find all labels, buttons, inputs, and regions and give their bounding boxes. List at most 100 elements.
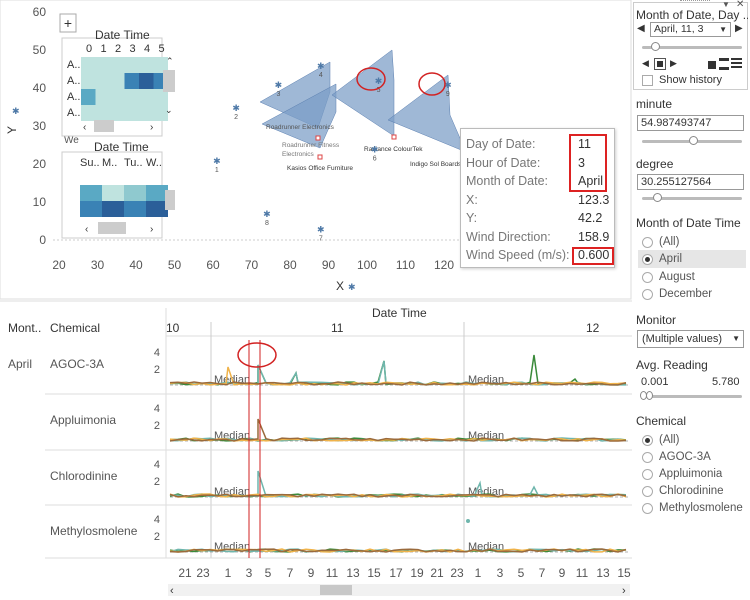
scrollbar-thumb[interactable] [165, 190, 175, 210]
heatmap-cell[interactable] [81, 105, 96, 121]
heatmap-cell[interactable] [81, 57, 96, 73]
minute-slider-knob[interactable] [689, 136, 698, 145]
scroll-up-icon[interactable]: ⌃ [166, 56, 174, 66]
heatmap-cell[interactable] [153, 105, 169, 121]
sensor-point[interactable]: ✱ [213, 156, 221, 166]
data-point[interactable] [466, 519, 470, 523]
scroll-down-icon[interactable]: ⌄ [165, 105, 173, 115]
heatmap-cell[interactable] [153, 57, 169, 73]
heatmap-cell[interactable] [124, 105, 140, 121]
heatmap-cell[interactable] [139, 89, 154, 105]
play-back-icon[interactable]: ◀ [642, 58, 649, 68]
chemical-series-line[interactable] [169, 366, 627, 386]
monitor-select[interactable]: (Multiple values) ▼ [637, 330, 744, 348]
month-slider-track[interactable] [642, 46, 742, 49]
avg-range-track[interactable] [642, 395, 742, 398]
heatmap-cell[interactable] [124, 89, 140, 105]
month-option-august[interactable]: August [642, 269, 695, 285]
chemical-series-line[interactable] [169, 493, 627, 498]
pin-icon[interactable]: ✱ [12, 106, 20, 116]
heatmap-cell[interactable] [124, 57, 140, 73]
chemical-series-line[interactable] [169, 548, 627, 553]
scroll-left-icon[interactable]: ‹ [170, 585, 174, 597]
heatmap-cell[interactable] [95, 73, 111, 89]
scroll-left-icon[interactable]: ‹ [83, 122, 86, 133]
heatmap-cell[interactable] [80, 201, 102, 217]
month-option-december[interactable]: December [642, 286, 712, 302]
play-forward-icon[interactable]: ▶ [670, 58, 677, 68]
heatmap-cell[interactable] [110, 105, 125, 121]
heatmap-cell[interactable] [110, 57, 125, 73]
wind-plume[interactable] [261, 83, 337, 149]
sensor-point[interactable]: ✱ [275, 80, 283, 90]
card-grip[interactable] [680, 0, 710, 3]
scrollbar-thumb[interactable] [320, 585, 352, 595]
speed-slow-icon[interactable] [708, 61, 716, 69]
heatmap-cell[interactable] [110, 73, 125, 89]
heatmap-cell[interactable] [81, 89, 96, 105]
month-slider-knob[interactable] [651, 42, 660, 51]
heatmap-cell[interactable] [95, 105, 111, 121]
scroll-right-icon[interactable]: › [150, 122, 153, 133]
heatmap-cell[interactable] [153, 89, 169, 105]
heatmap-top[interactable]: Date Time [62, 20, 162, 135]
chemical-option-appluimonia[interactable]: Appluimonia [642, 466, 722, 482]
sensor-point[interactable]: ✱ [232, 103, 240, 113]
chemical-series-line[interactable] [169, 418, 627, 442]
sensor-point[interactable]: ✱ [317, 61, 325, 71]
heatmap-cell[interactable] [139, 105, 154, 121]
heatmap-cell[interactable] [139, 57, 154, 73]
minute-input[interactable]: 54.987493747 [637, 115, 744, 131]
month-option-april[interactable]: April [638, 250, 746, 268]
factory-marker[interactable] [317, 154, 323, 160]
stop-icon[interactable] [654, 58, 666, 70]
next-arrow-icon[interactable]: ▶ [735, 23, 743, 34]
factory-marker[interactable] [315, 135, 321, 141]
degree-input[interactable]: 30.255127564 [637, 174, 744, 190]
heatmap-cell[interactable] [81, 73, 96, 89]
heatmap-cell[interactable] [110, 89, 125, 105]
chemical-option-methylosmolene[interactable]: Methylosmolene [642, 500, 743, 516]
heatmap-cell[interactable] [124, 185, 146, 201]
heatmap-bottom[interactable]: Date Time [62, 138, 162, 238]
heatmap-cell[interactable] [146, 201, 168, 217]
sensor-point[interactable]: ✱ [317, 224, 325, 234]
degree-slider-track[interactable] [642, 197, 742, 200]
sensor-point[interactable]: ✱ [263, 209, 271, 219]
avg-range-max-knob[interactable] [646, 391, 653, 400]
heatmap-cell[interactable] [80, 185, 102, 201]
h-scrollbar[interactable] [168, 584, 630, 596]
heatmap-cell[interactable] [124, 73, 140, 89]
month-filter-select[interactable]: April, 11, 3 ▼ [650, 22, 731, 37]
speed-fast-icon[interactable] [731, 58, 742, 70]
heatmap-cell[interactable] [102, 201, 124, 217]
scrollbar-thumb[interactable] [163, 70, 175, 92]
heatmap-cell[interactable] [124, 201, 146, 217]
zoom-plus-button[interactable] [59, 13, 77, 33]
chemical-series-line[interactable] [169, 381, 627, 386]
month-option-all[interactable]: (All) [642, 234, 679, 250]
scrollbar-thumb[interactable] [94, 120, 114, 132]
factory-marker[interactable] [391, 134, 397, 140]
scroll-left-icon[interactable]: ‹ [85, 224, 88, 235]
card-close-icon[interactable]: ✕ [736, 0, 745, 10]
scroll-right-icon[interactable]: › [622, 585, 626, 597]
speed-medium-icon[interactable] [719, 58, 729, 70]
chemical-option-all[interactable]: (All) [642, 432, 679, 448]
prev-arrow-icon[interactable]: ◀ [637, 23, 645, 34]
chemical-option-agoc[interactable]: AGOC-3A [642, 449, 711, 465]
heatmap-cell[interactable] [95, 89, 111, 105]
show-history-checkbox[interactable] [642, 75, 653, 86]
pin-icon[interactable]: ✱ [348, 282, 356, 292]
scroll-right-icon[interactable]: › [150, 224, 153, 235]
heatmap-cell[interactable] [139, 73, 154, 89]
wind-plume[interactable] [387, 74, 467, 153]
sensor-point[interactable]: ✱ [375, 76, 383, 86]
heatmap-cell[interactable] [102, 185, 124, 201]
sensor-point[interactable]: ✱ [371, 145, 379, 155]
sensor-point[interactable]: ✱ [444, 80, 452, 90]
chemical-option-chlorodinine[interactable]: Chlorodinine [642, 483, 724, 499]
heatmap-cell[interactable] [146, 185, 168, 201]
card-menu-icon[interactable]: ▼ [722, 0, 730, 9]
